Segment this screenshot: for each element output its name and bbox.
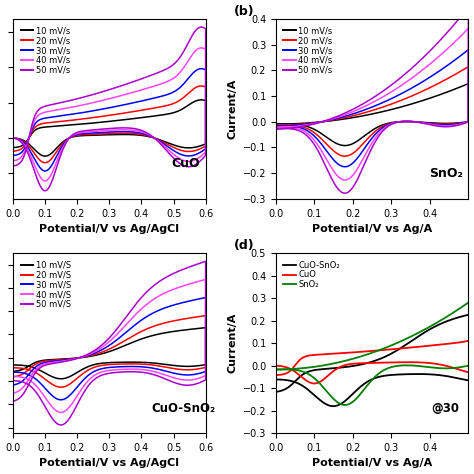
X-axis label: Potential/V vs Ag/AgCl: Potential/V vs Ag/AgCl — [39, 458, 180, 468]
Text: CuO-SnO₂: CuO-SnO₂ — [152, 401, 216, 415]
Text: @30: @30 — [431, 401, 459, 415]
Text: SnO₂: SnO₂ — [429, 167, 463, 180]
Legend: 10 mV/s, 20 mV/s, 30 mV/s, 40 mV/s, 50 mV/s: 10 mV/s, 20 mV/s, 30 mV/s, 40 mV/s, 50 m… — [18, 23, 73, 78]
Legend: 10 mV/S, 20 mV/S, 30 mV/S, 40 mV/S, 50 mV/S: 10 mV/S, 20 mV/S, 30 mV/S, 40 mV/S, 50 m… — [18, 257, 74, 312]
X-axis label: Potential/V vs Ag/A: Potential/V vs Ag/A — [312, 458, 432, 468]
Y-axis label: Current/A: Current/A — [227, 79, 237, 139]
Text: (d): (d) — [234, 239, 254, 253]
X-axis label: Potential/V vs Ag/A: Potential/V vs Ag/A — [312, 224, 432, 234]
Text: (b): (b) — [234, 5, 254, 18]
Text: CuO: CuO — [171, 156, 200, 170]
Y-axis label: Current/A: Current/A — [227, 313, 237, 374]
Legend: 10 mV/s, 20 mV/s, 30 mV/s, 40 mV/s, 50 mV/s: 10 mV/s, 20 mV/s, 30 mV/s, 40 mV/s, 50 m… — [280, 23, 336, 78]
X-axis label: Potential/V vs Ag/AgCl: Potential/V vs Ag/AgCl — [39, 224, 180, 234]
Legend: CuO-SnO₂, CuO, SnO₂: CuO-SnO₂, CuO, SnO₂ — [280, 257, 344, 292]
